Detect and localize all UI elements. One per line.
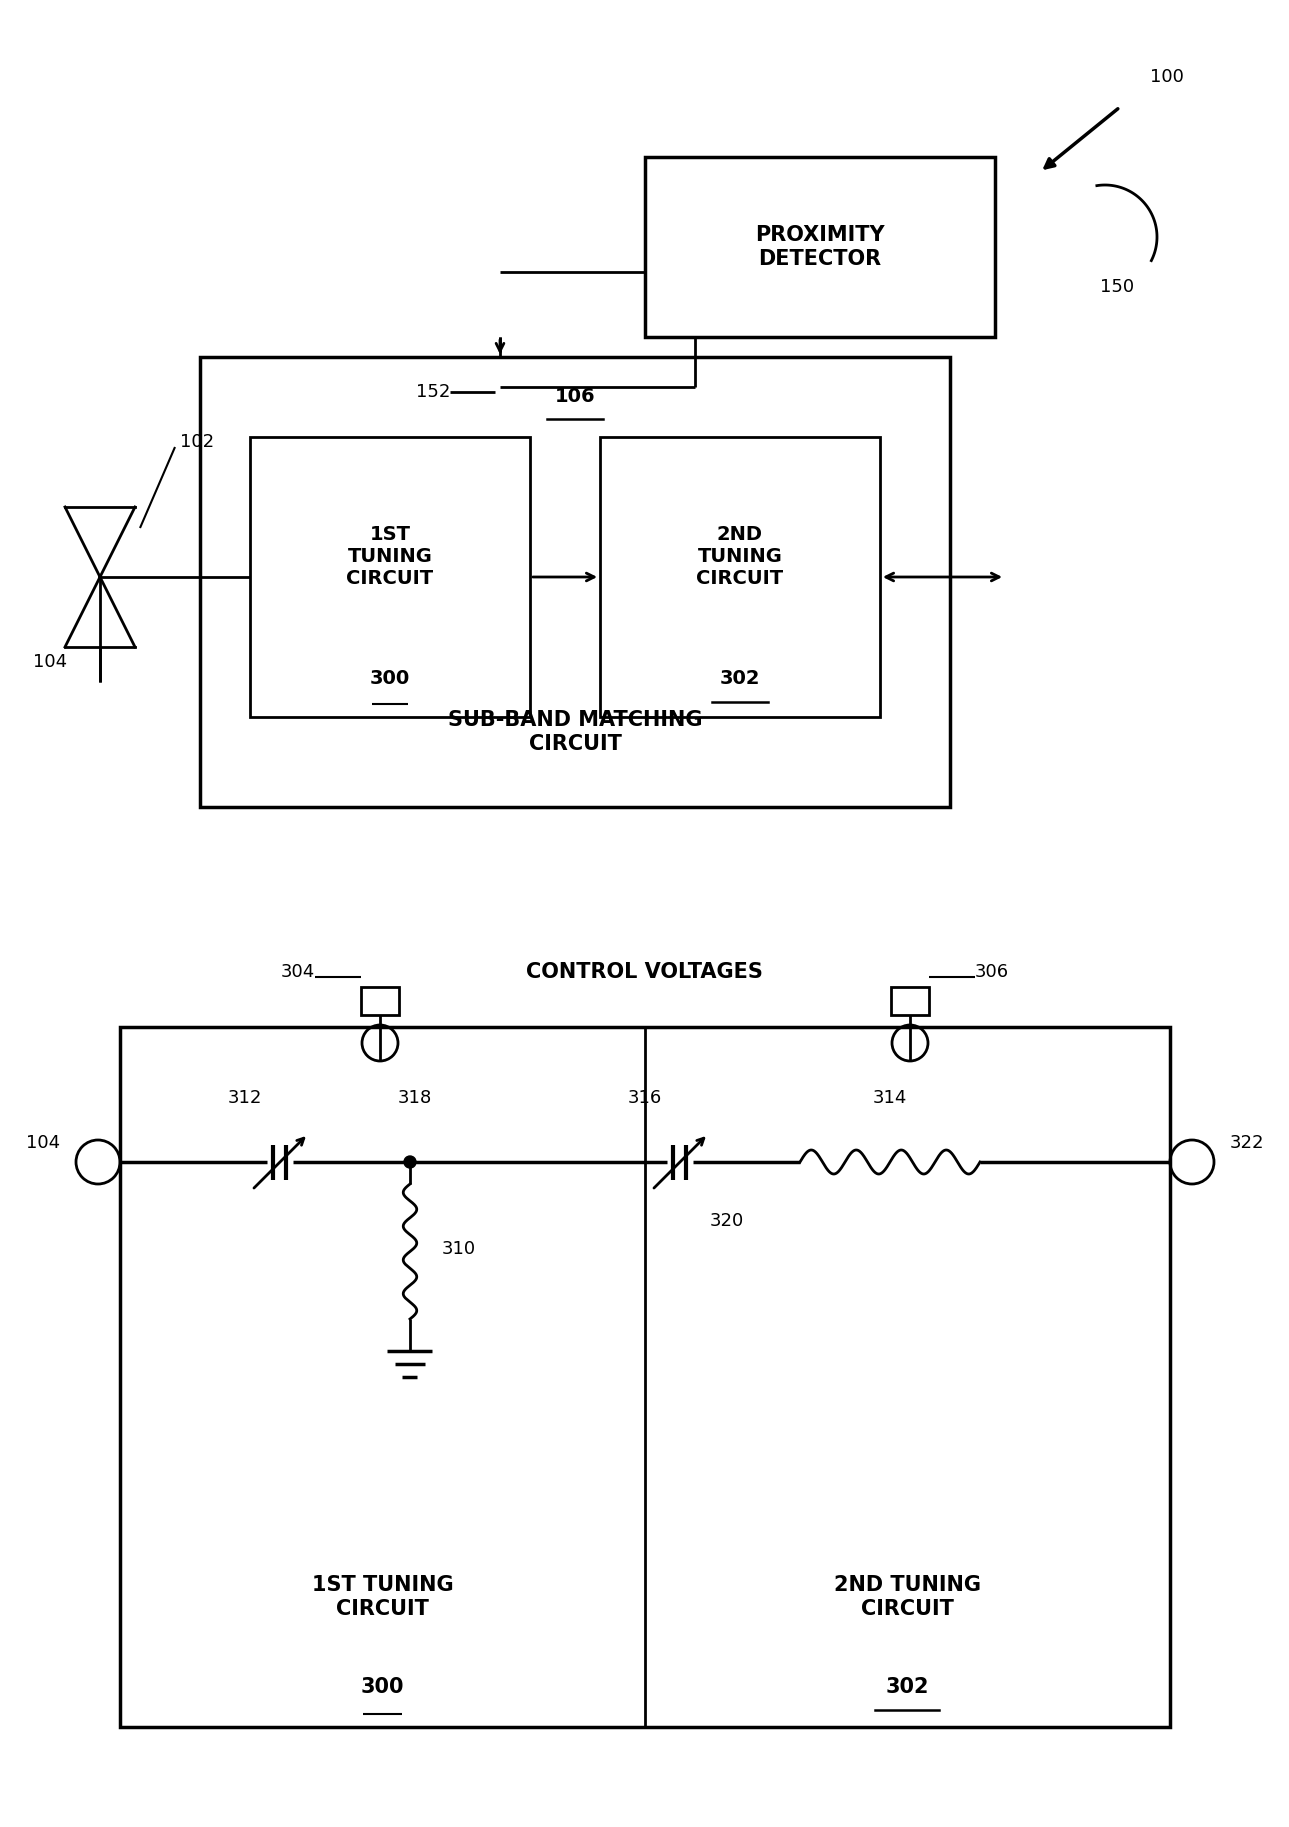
Text: 104: 104 — [26, 1135, 61, 1153]
Text: 300: 300 — [370, 669, 410, 689]
Bar — [120, 1027, 1170, 1727]
Text: 1ST TUNING
CIRCUIT: 1ST TUNING CIRCUIT — [312, 1575, 454, 1619]
Text: 150: 150 — [1100, 278, 1134, 296]
Text: 102: 102 — [180, 433, 214, 451]
Text: 100: 100 — [1150, 68, 1183, 86]
Text: 318: 318 — [398, 1089, 432, 1107]
Text: 106: 106 — [554, 387, 596, 406]
Circle shape — [403, 1156, 416, 1167]
Bar — [250, 437, 530, 716]
Text: 302: 302 — [886, 1677, 929, 1697]
Text: 316: 316 — [628, 1089, 663, 1107]
Text: 314: 314 — [873, 1089, 907, 1107]
Bar — [200, 356, 950, 808]
Text: PROXIMITY
DETECTOR: PROXIMITY DETECTOR — [755, 225, 884, 269]
Text: 320: 320 — [710, 1211, 744, 1230]
Text: 312: 312 — [228, 1089, 262, 1107]
Bar — [599, 437, 880, 716]
Text: 300: 300 — [361, 1677, 405, 1697]
Text: 304: 304 — [281, 963, 315, 981]
Text: 302: 302 — [719, 669, 761, 689]
Text: 2ND TUNING
CIRCUIT: 2ND TUNING CIRCUIT — [834, 1575, 981, 1619]
Text: CONTROL VOLTAGES: CONTROL VOLTAGES — [526, 963, 763, 981]
Bar — [891, 987, 929, 1016]
Text: SUB-BAND MATCHING
CIRCUIT: SUB-BAND MATCHING CIRCUIT — [447, 711, 703, 753]
Text: 1ST
TUNING
CIRCUIT: 1ST TUNING CIRCUIT — [347, 526, 433, 588]
Bar — [644, 157, 995, 336]
Text: 322: 322 — [1230, 1135, 1265, 1153]
Text: 310: 310 — [442, 1241, 476, 1259]
Text: 152: 152 — [415, 384, 450, 400]
Text: 104: 104 — [34, 652, 67, 671]
Bar — [361, 987, 400, 1016]
Text: 306: 306 — [974, 963, 1009, 981]
Text: 2ND
TUNING
CIRCUIT: 2ND TUNING CIRCUIT — [696, 526, 784, 588]
